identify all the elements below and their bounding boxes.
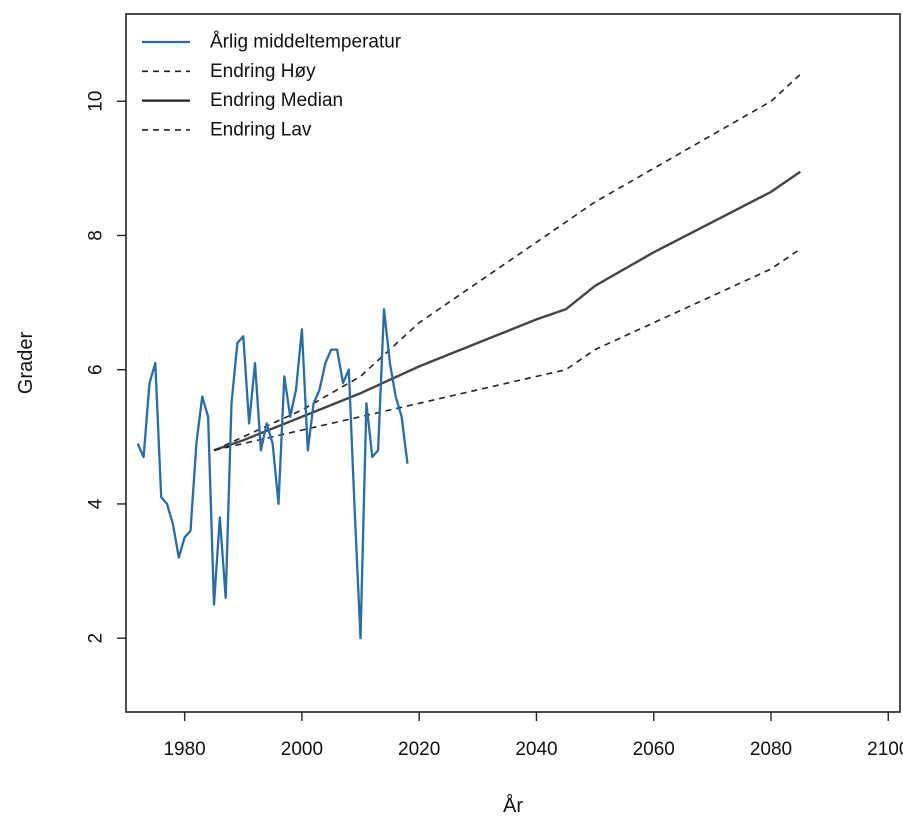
y-tick-label: 6: [86, 364, 107, 375]
y-tick-label: 2: [86, 633, 107, 644]
y-tick-label: 4: [86, 498, 107, 509]
legend: Årlig middeltemperatur Endring Høy Endring…: [142, 32, 402, 140]
legend-label: Endring Median: [210, 90, 343, 111]
y-tick-label: 10: [86, 91, 107, 112]
x-tick-label: 2060: [633, 739, 675, 760]
y-axis-title: Grader: [15, 332, 37, 395]
x-axis-title: År: [503, 794, 523, 817]
plot-frame: [125, 13, 901, 713]
y-tick-label: 8: [86, 230, 107, 241]
x-tick-label: 2000: [281, 739, 323, 760]
axis-layer: 1980 2000 2020 2040 2060 2080 2100 2 4 6 8 10: [86, 91, 903, 760]
legend-label: Endring Høy: [210, 61, 316, 82]
x-tick-label: 2100: [867, 739, 903, 760]
legend-label: Årlig middeltemperatur: [210, 32, 402, 53]
legend-label: Endring Lav: [210, 119, 312, 140]
x-tick-label: 1980: [163, 739, 205, 760]
x-tick-label: 2020: [398, 739, 440, 760]
series-line-2: [213, 170, 801, 452]
series-line-0: [136, 308, 409, 640]
series-line-3: [213, 248, 801, 452]
series-layer: [136, 73, 801, 640]
x-tick-label: 2040: [515, 739, 557, 760]
x-tick-label: 2080: [750, 739, 792, 760]
